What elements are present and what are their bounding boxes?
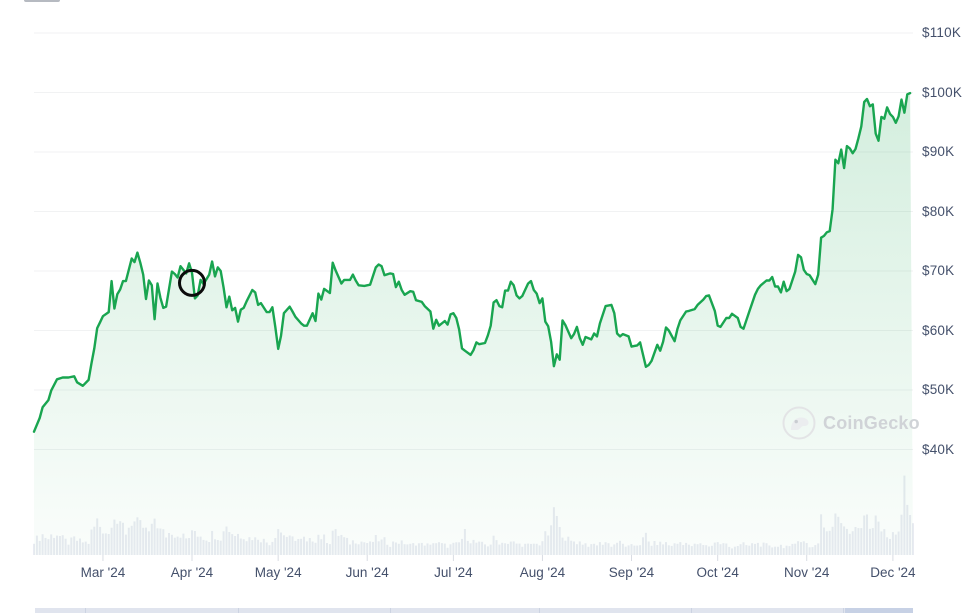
y-axis-label: $80K bbox=[922, 203, 955, 219]
x-axis-label: Sep '24 bbox=[608, 565, 655, 580]
scrubber-divider bbox=[85, 608, 86, 613]
month-ticks bbox=[102, 555, 894, 561]
timeline-scrubber[interactable] bbox=[35, 608, 913, 613]
x-axis-label: Apr '24 bbox=[170, 565, 214, 580]
y-axis-label: $60K bbox=[922, 322, 955, 338]
x-axis-label: May '24 bbox=[254, 565, 302, 580]
coingecko-gecko-icon bbox=[782, 406, 816, 440]
top-edge-artifact bbox=[24, 0, 60, 2]
y-axis-label: $100K bbox=[922, 84, 963, 100]
y-axis-label: $40K bbox=[922, 441, 955, 457]
scrubber-thumb[interactable] bbox=[845, 608, 913, 613]
x-axis-label: Dec '24 bbox=[870, 565, 916, 580]
scrubber-divider bbox=[238, 608, 239, 613]
y-axis-label: $70K bbox=[922, 263, 955, 278]
scrubber-divider bbox=[390, 608, 391, 613]
watermark: CoinGecko bbox=[782, 406, 920, 440]
x-axis-label: Nov '24 bbox=[784, 565, 830, 580]
scrubber-divider bbox=[539, 608, 540, 613]
y-axis-label: $90K bbox=[922, 144, 955, 159]
annotation-circle bbox=[178, 268, 206, 297]
scrubber-divider bbox=[691, 608, 692, 613]
y-axis-label: $50K bbox=[922, 382, 955, 397]
x-axis-label: Mar '24 bbox=[80, 565, 126, 580]
x-axis-label: Jul '24 bbox=[434, 565, 473, 580]
x-axis-label: Aug '24 bbox=[519, 565, 566, 580]
y-axis-label: $110K bbox=[922, 25, 962, 40]
scrubber-divider bbox=[843, 608, 844, 613]
watermark-text: CoinGecko bbox=[823, 412, 920, 433]
price-line bbox=[32, 91, 912, 433]
x-axis-label: Jun '24 bbox=[345, 565, 389, 580]
x-axis-label: Oct '24 bbox=[696, 565, 739, 580]
price-area bbox=[34, 93, 913, 555]
